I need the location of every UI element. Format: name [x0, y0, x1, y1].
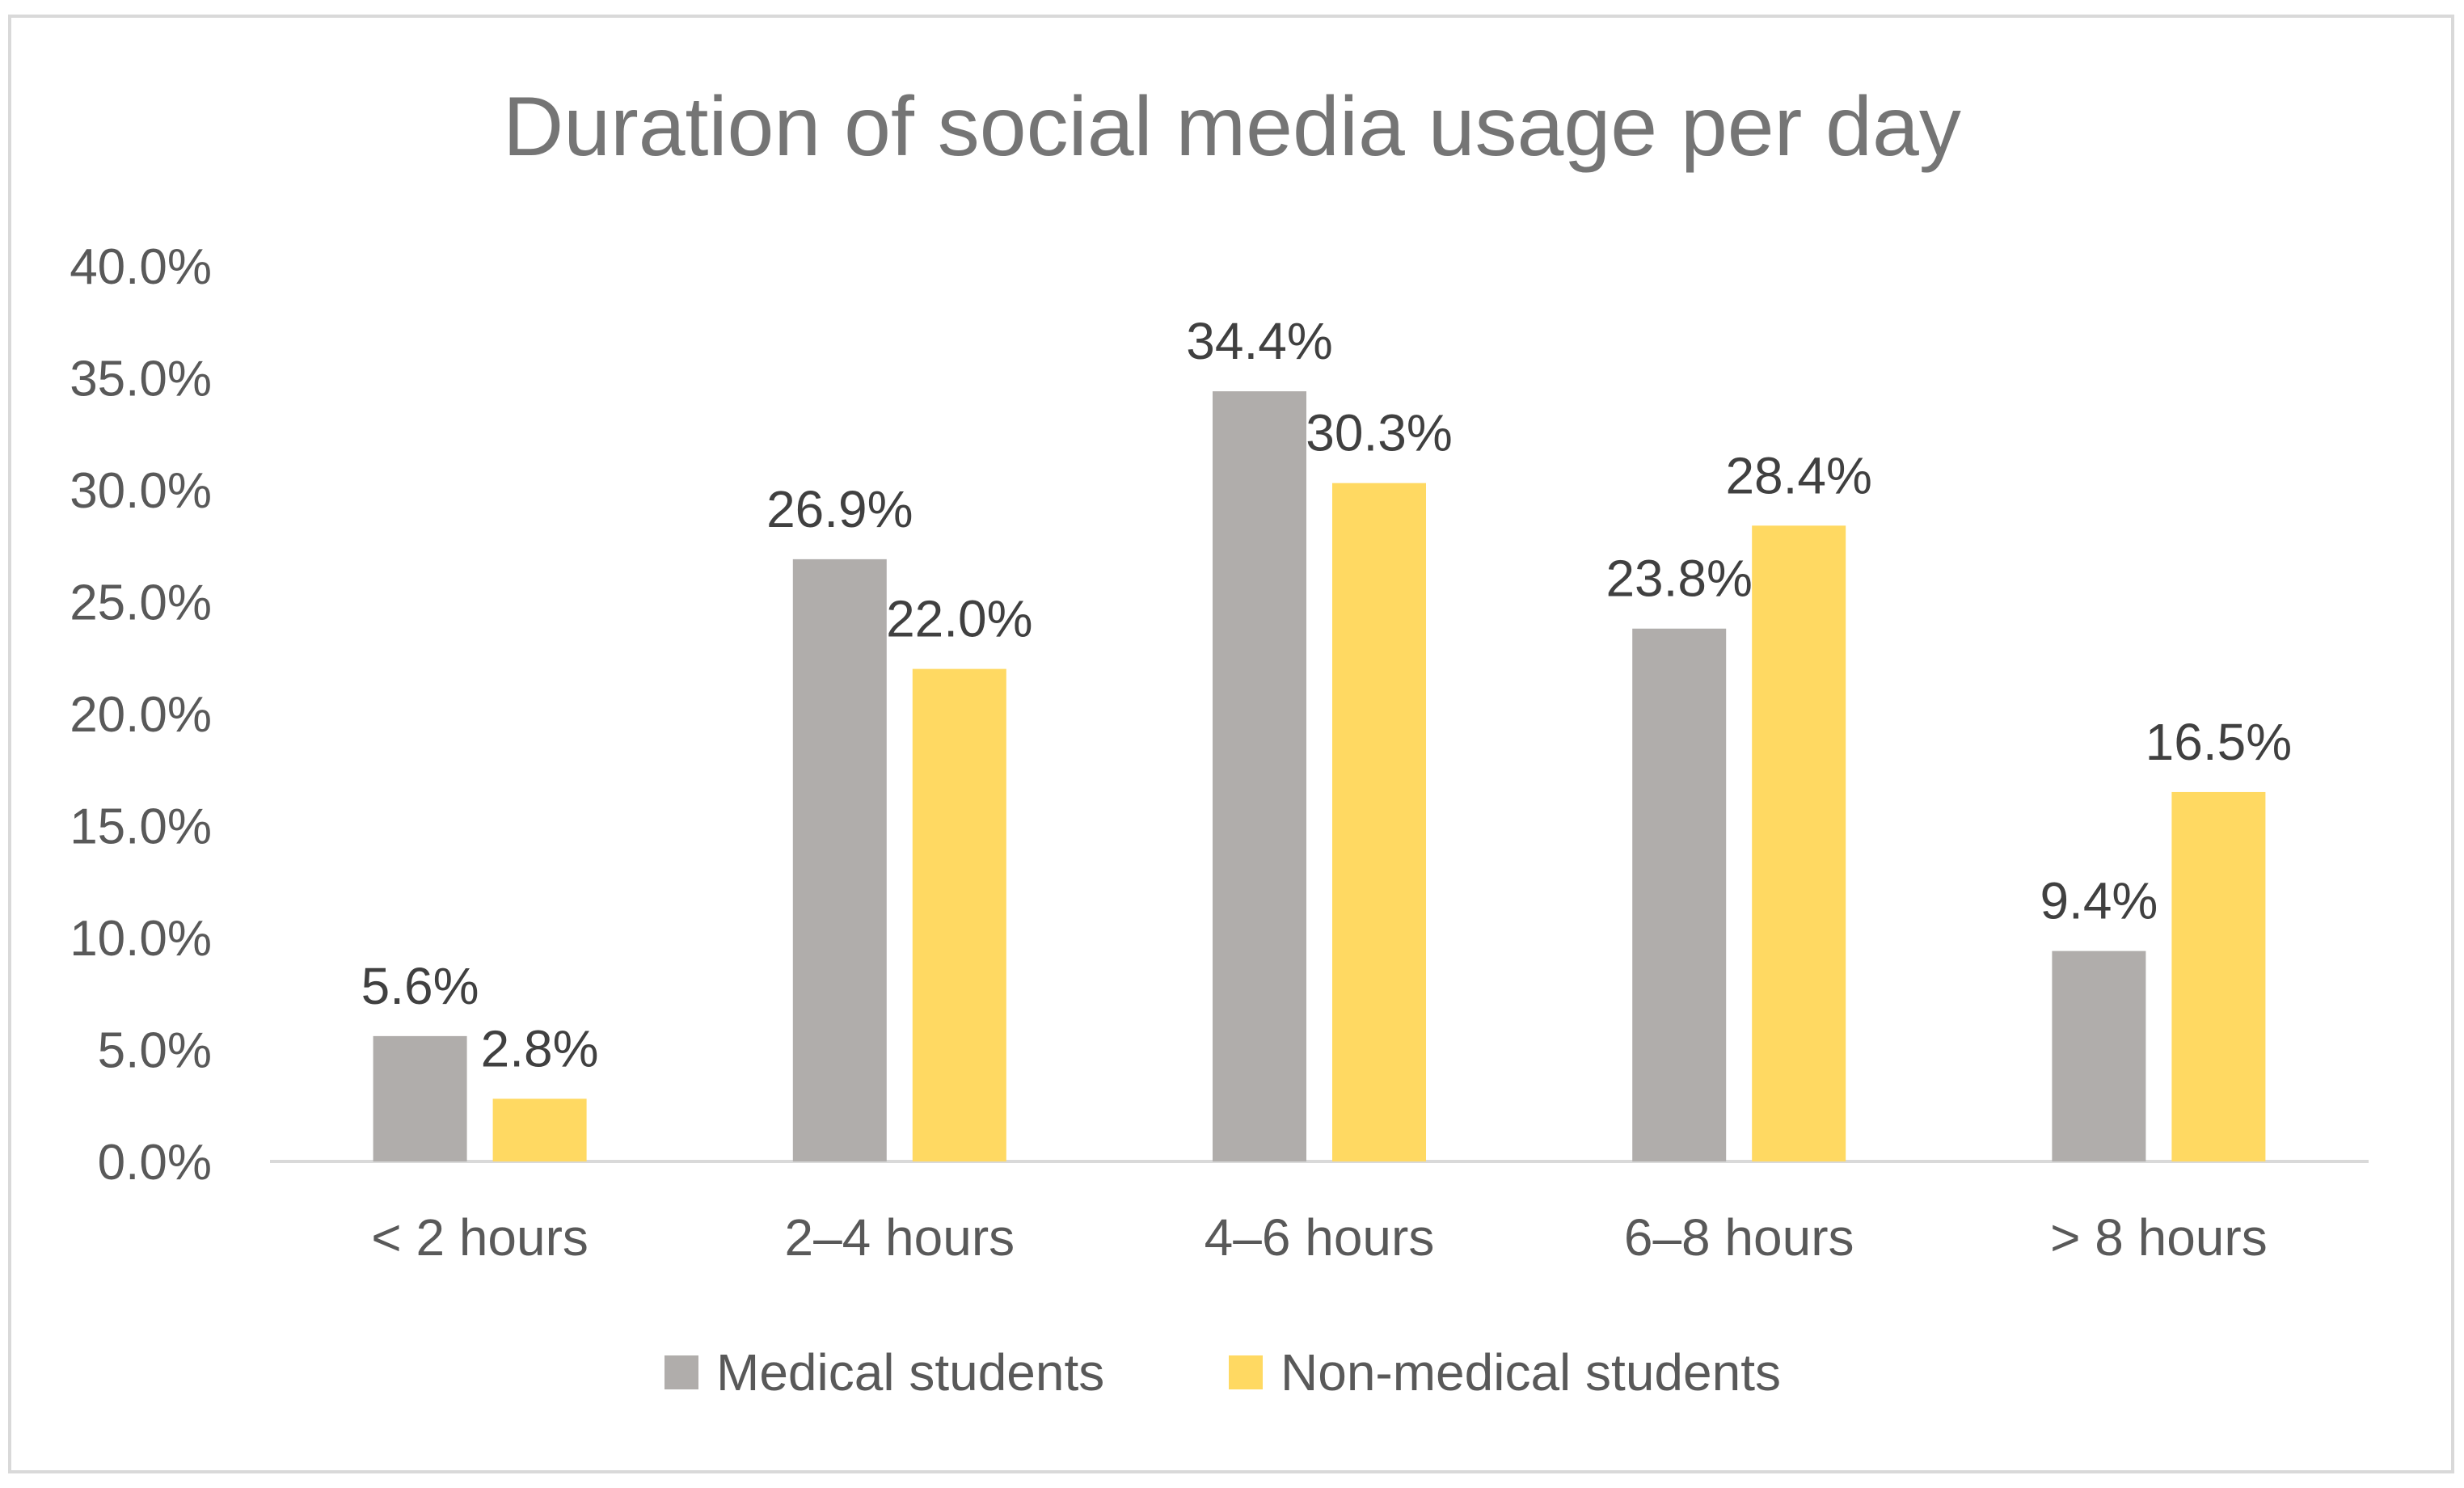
legend-label: Medical students — [716, 1343, 1104, 1402]
legend-swatch — [1229, 1355, 1263, 1389]
legend-swatch — [665, 1355, 698, 1389]
data-label: 28.4% — [1725, 446, 1871, 504]
data-label: 34.4% — [1186, 312, 1332, 370]
data-label: 26.9% — [766, 480, 913, 538]
data-label: 16.5% — [2145, 713, 2292, 771]
chart-title: Duration of social media usage per day — [503, 80, 1961, 174]
data-labels: 5.6% 26.9% 34.4% 23.8% 9.4% 2.8% 22.0% 30.3% 28.… — [361, 312, 2292, 1077]
data-label: 30.3% — [1306, 404, 1452, 462]
bar — [1752, 525, 1846, 1161]
bar — [792, 559, 887, 1161]
x-tick-label: < 2 hours — [371, 1208, 589, 1267]
x-tick-label: > 8 hours — [2050, 1208, 2268, 1267]
y-tick-label: 35.0% — [70, 352, 212, 407]
x-tick-label: 2–4 hours — [784, 1208, 1015, 1267]
y-tick-label: 40.0% — [70, 239, 212, 295]
y-tick-label: 20.0% — [70, 687, 212, 743]
legend: Medical students Non-medical students — [665, 1343, 1781, 1402]
bar — [373, 1035, 467, 1161]
bar — [1632, 628, 1727, 1161]
y-tick-label: 25.0% — [70, 575, 212, 631]
y-tick-label: 15.0% — [70, 799, 212, 855]
y-axis: 0.0% 5.0% 10.0% 15.0% 20.0% 25.0% 30.0% 35.0% 40… — [70, 239, 212, 1191]
bar — [1332, 483, 1426, 1161]
bar — [2171, 791, 2266, 1161]
data-label: 9.4% — [2040, 872, 2158, 930]
y-tick-label: 5.0% — [98, 1023, 212, 1079]
bar — [912, 668, 1006, 1161]
bar — [492, 1098, 587, 1161]
x-tick-label: 6–8 hours — [1624, 1208, 1854, 1267]
x-tick-label: 4–6 hours — [1205, 1208, 1435, 1267]
x-axis: < 2 hours 2–4 hours 4–6 hours 6–8 hours > 8 … — [270, 1160, 2369, 1267]
data-label: 23.8% — [1605, 550, 1752, 608]
data-label: 5.6% — [361, 957, 479, 1015]
y-tick-label: 30.0% — [70, 463, 212, 519]
data-label: 22.0% — [886, 590, 1032, 648]
y-tick-label: 10.0% — [70, 911, 212, 967]
bars — [373, 391, 2266, 1161]
y-tick-label: 0.0% — [98, 1135, 212, 1191]
bar — [2052, 951, 2146, 1161]
data-label: 2.8% — [481, 1019, 599, 1077]
bar — [1213, 391, 1306, 1161]
legend-label: Non-medical students — [1281, 1343, 1781, 1402]
